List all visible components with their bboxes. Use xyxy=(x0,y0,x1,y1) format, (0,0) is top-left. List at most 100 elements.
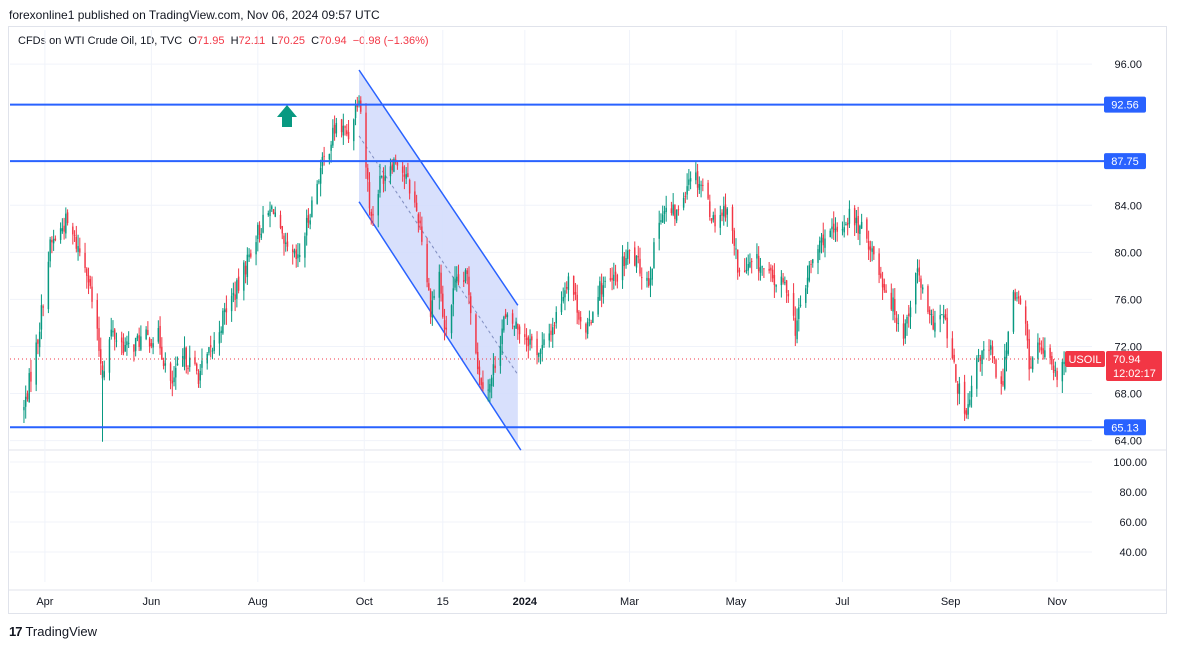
candle-body xyxy=(918,267,920,276)
legend-symbol: CFDs on WTI Crude Oil, 1D, TVC xyxy=(18,35,183,47)
candle-body xyxy=(848,208,851,224)
candle-body xyxy=(623,256,626,267)
candle-body xyxy=(1037,342,1039,359)
time-tick-label: 2024 xyxy=(513,596,538,608)
candle-body xyxy=(743,270,746,273)
candle-body xyxy=(478,366,481,375)
candle-body xyxy=(187,367,189,370)
candle-body xyxy=(319,167,322,184)
candle-body xyxy=(42,306,44,308)
candle-body xyxy=(66,212,69,224)
candle-body xyxy=(981,350,983,365)
candle-body xyxy=(442,293,444,317)
candle-body xyxy=(934,322,936,332)
candle-body xyxy=(159,325,161,349)
candle-body xyxy=(194,357,196,364)
candle-body xyxy=(806,277,809,288)
candle-body xyxy=(482,382,484,389)
candle-body xyxy=(342,125,345,136)
candle-body xyxy=(995,359,997,378)
countdown-label: 12:02:17 xyxy=(1113,368,1156,380)
candle-body xyxy=(419,220,421,224)
candle-body xyxy=(988,349,990,351)
candle-body xyxy=(189,357,191,368)
candle-body xyxy=(894,299,896,315)
candle-body xyxy=(794,317,797,336)
candle-body xyxy=(1038,342,1041,345)
candle-body xyxy=(771,269,774,279)
candle-body xyxy=(902,323,905,339)
candle-body xyxy=(271,206,273,210)
tradingview-logo-text: TradingView xyxy=(25,624,98,639)
candle-body xyxy=(393,158,395,172)
candle-body xyxy=(209,345,212,348)
candle-body xyxy=(869,246,872,251)
candle-body xyxy=(574,292,577,295)
candle-body xyxy=(614,271,617,275)
candle-body xyxy=(260,233,263,238)
candle-body xyxy=(211,350,214,352)
candle-body xyxy=(401,166,404,173)
candle-body xyxy=(820,237,823,243)
candle-body xyxy=(429,290,432,317)
candle-body xyxy=(145,329,147,339)
candle-body xyxy=(653,242,655,269)
candle-body xyxy=(747,264,749,271)
level-price-label: 65.13 xyxy=(1111,422,1139,434)
candle-body xyxy=(719,214,722,228)
time-axis[interactable]: Apr Jun Aug Oct 15 2024 Mar May Jul Sep Nov xyxy=(8,589,1166,608)
candle-body xyxy=(541,344,544,350)
candle-body xyxy=(674,204,676,220)
legend-change: −0.98 (−1.36%) xyxy=(352,35,429,47)
candle-body xyxy=(307,215,310,223)
price-tick-label: 68.00 xyxy=(1114,389,1142,401)
candle-body xyxy=(895,317,898,324)
candle-body xyxy=(150,343,153,347)
candle-body xyxy=(817,249,819,263)
candle-body xyxy=(539,350,542,354)
lower-tick-label: 40.00 xyxy=(1119,547,1147,559)
candle-body xyxy=(942,315,945,318)
price-axis[interactable]: 96.00 84.00 80.00 76.00 72.00 68.00 64.00 xyxy=(1114,59,1142,447)
candle-body xyxy=(298,255,301,257)
level-price-tag xyxy=(1104,419,1146,436)
candle-body xyxy=(768,268,770,271)
channel-fill xyxy=(359,70,518,445)
candle-body xyxy=(237,276,240,291)
candle-body xyxy=(784,282,786,284)
candle-body xyxy=(354,104,357,119)
candle-body xyxy=(206,353,208,364)
candle-body xyxy=(543,339,545,346)
candle-body xyxy=(335,122,338,134)
candle-body xyxy=(365,112,367,168)
candle-body xyxy=(384,175,386,181)
candle-body xyxy=(469,296,472,314)
lower-axis[interactable]: 100.00 80.00 60.00 40.00 xyxy=(1113,457,1147,559)
candle-body xyxy=(883,284,886,291)
time-tick-label: Oct xyxy=(356,596,373,608)
candle-body xyxy=(941,314,943,316)
legend-open-value: 71.95 xyxy=(196,35,225,47)
price-tick-label: 84.00 xyxy=(1114,200,1142,212)
candle-body xyxy=(871,248,873,252)
candle-body xyxy=(625,258,627,266)
candle-body xyxy=(750,261,753,263)
candle-body xyxy=(286,241,289,247)
candle-body xyxy=(269,209,271,217)
candle-body xyxy=(332,127,334,146)
candle-body xyxy=(122,341,125,354)
levels-layer[interactable]: 92.56 87.75 65.13 xyxy=(10,96,1146,436)
candle-body xyxy=(148,338,151,347)
candle-body xyxy=(323,155,325,157)
candle-body xyxy=(86,268,88,276)
candle-body xyxy=(466,270,468,274)
tradingview-logo[interactable]: 17 TradingView xyxy=(9,624,97,639)
candle-body xyxy=(707,182,709,199)
candle-body xyxy=(634,247,636,266)
candle-body xyxy=(450,305,453,334)
candle-body xyxy=(84,252,86,268)
candle-body xyxy=(1049,347,1051,359)
candle-body xyxy=(1016,297,1018,299)
candle-body xyxy=(492,364,495,376)
